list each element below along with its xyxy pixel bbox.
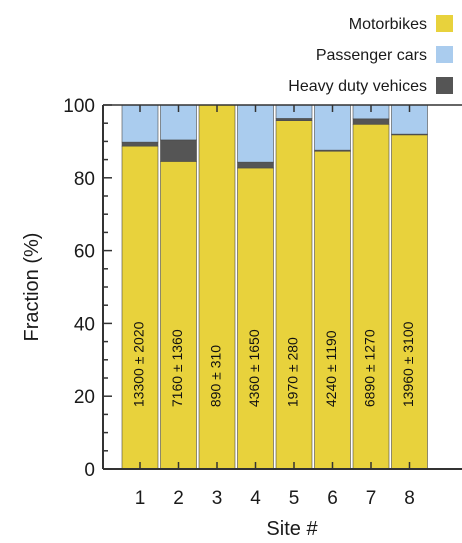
bar-segment-site-4-passenger-cars xyxy=(237,104,274,163)
bar-segment-site-6-passenger-cars xyxy=(314,104,351,151)
x-tick-label: 3 xyxy=(212,488,223,509)
bar-segment-site-2-motorbikes xyxy=(160,161,197,470)
x-ticks: 1 2 3 4 5 6 7 8 xyxy=(135,105,415,509)
bar-count-label: 7160 ± 1360 xyxy=(169,329,185,407)
x-tick-label: 2 xyxy=(173,488,184,509)
x-tick-label: 8 xyxy=(404,488,415,509)
y-tick-label: 0 xyxy=(84,460,95,481)
legend-label: Motorbikes xyxy=(349,16,427,33)
legend-swatch xyxy=(436,77,453,94)
x-tick-label: 4 xyxy=(250,488,261,509)
bar-segment-site-6-motorbikes xyxy=(314,150,351,470)
x-tick-label: 1 xyxy=(135,488,146,509)
bar-count-label: 6890 ± 1270 xyxy=(362,329,378,407)
bar-segment-site-4-motorbikes xyxy=(237,167,274,470)
x-tick-label: 6 xyxy=(327,488,338,509)
bar-count-label: 4240 ± 1190 xyxy=(323,330,339,407)
bar-count-label: 4360 ± 1650 xyxy=(246,329,262,407)
legend-label: Heavy duty vehices xyxy=(288,78,427,95)
bar-segment-site-3-motorbikes xyxy=(198,104,236,470)
bar-segment-site-7-motorbikes xyxy=(352,123,390,470)
bar-count-label: 890 ± 310 xyxy=(208,345,224,407)
y-tick-label: 100 xyxy=(63,96,95,117)
legend-swatch xyxy=(436,46,453,63)
bar-segment-site-5-motorbikes xyxy=(275,120,313,470)
y-tick-label: 20 xyxy=(74,387,95,408)
y-ticks: 0 20 40 60 80 100 xyxy=(63,96,112,481)
legend: Motorbikes Passenger cars Heavy duty vehic… xyxy=(288,15,453,95)
bars xyxy=(121,104,428,470)
legend-label: Passenger cars xyxy=(316,47,427,64)
bar-segment-site-2-heavy-duty-vehices xyxy=(160,139,197,162)
bar-segment-site-8-motorbikes xyxy=(391,134,428,470)
y-tick-label: 80 xyxy=(74,169,95,190)
bar-segment-site-1-motorbikes xyxy=(121,145,159,470)
y-tick-label: 40 xyxy=(74,314,95,335)
legend-swatch xyxy=(436,15,453,32)
x-tick-label: 7 xyxy=(366,488,377,509)
bar-count-label: 13300 ± 2020 xyxy=(131,321,147,407)
x-axis-title: Site # xyxy=(266,518,318,540)
bar-labels: 13300 ± 2020 7160 ± 1360 890 ± 310 4360 ± 1… xyxy=(131,321,417,407)
bar-count-label: 13960 ± 3100 xyxy=(400,321,416,407)
bar-segment-site-1-heavy-duty-vehices xyxy=(121,141,159,147)
y-axis-title: Fraction (%) xyxy=(21,233,43,342)
y-tick-label: 60 xyxy=(74,242,95,263)
x-tick-label: 5 xyxy=(289,488,300,509)
bar-count-label: 1970 ± 280 xyxy=(285,337,301,407)
bar-segment-site-7-heavy-duty-vehices xyxy=(352,118,390,125)
bar-segment-site-5-heavy-duty-vehices xyxy=(275,118,313,121)
bar-segment-site-4-heavy-duty-vehices xyxy=(237,161,274,169)
